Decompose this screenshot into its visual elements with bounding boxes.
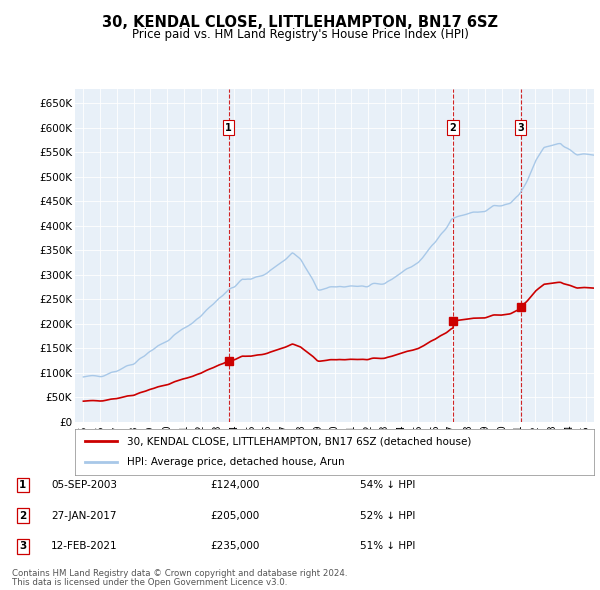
Text: Contains HM Land Registry data © Crown copyright and database right 2024.: Contains HM Land Registry data © Crown c… [12,569,347,578]
Text: 12-FEB-2021: 12-FEB-2021 [51,542,118,551]
Text: £124,000: £124,000 [210,480,259,490]
Text: 2: 2 [19,511,26,520]
Text: 3: 3 [19,542,26,551]
Text: 2: 2 [449,123,456,133]
Text: 30, KENDAL CLOSE, LITTLEHAMPTON, BN17 6SZ (detached house): 30, KENDAL CLOSE, LITTLEHAMPTON, BN17 6S… [127,437,471,447]
Text: £205,000: £205,000 [210,511,259,520]
Text: This data is licensed under the Open Government Licence v3.0.: This data is licensed under the Open Gov… [12,578,287,587]
Text: Price paid vs. HM Land Registry's House Price Index (HPI): Price paid vs. HM Land Registry's House … [131,28,469,41]
Text: 54% ↓ HPI: 54% ↓ HPI [360,480,415,490]
Text: 1: 1 [19,480,26,490]
Text: HPI: Average price, detached house, Arun: HPI: Average price, detached house, Arun [127,457,344,467]
Text: 05-SEP-2003: 05-SEP-2003 [51,480,117,490]
Text: 30, KENDAL CLOSE, LITTLEHAMPTON, BN17 6SZ: 30, KENDAL CLOSE, LITTLEHAMPTON, BN17 6S… [102,15,498,30]
Text: 3: 3 [517,123,524,133]
Text: 52% ↓ HPI: 52% ↓ HPI [360,511,415,520]
Text: 1: 1 [225,123,232,133]
Text: £235,000: £235,000 [210,542,259,551]
Text: 27-JAN-2017: 27-JAN-2017 [51,511,116,520]
Text: 51% ↓ HPI: 51% ↓ HPI [360,542,415,551]
